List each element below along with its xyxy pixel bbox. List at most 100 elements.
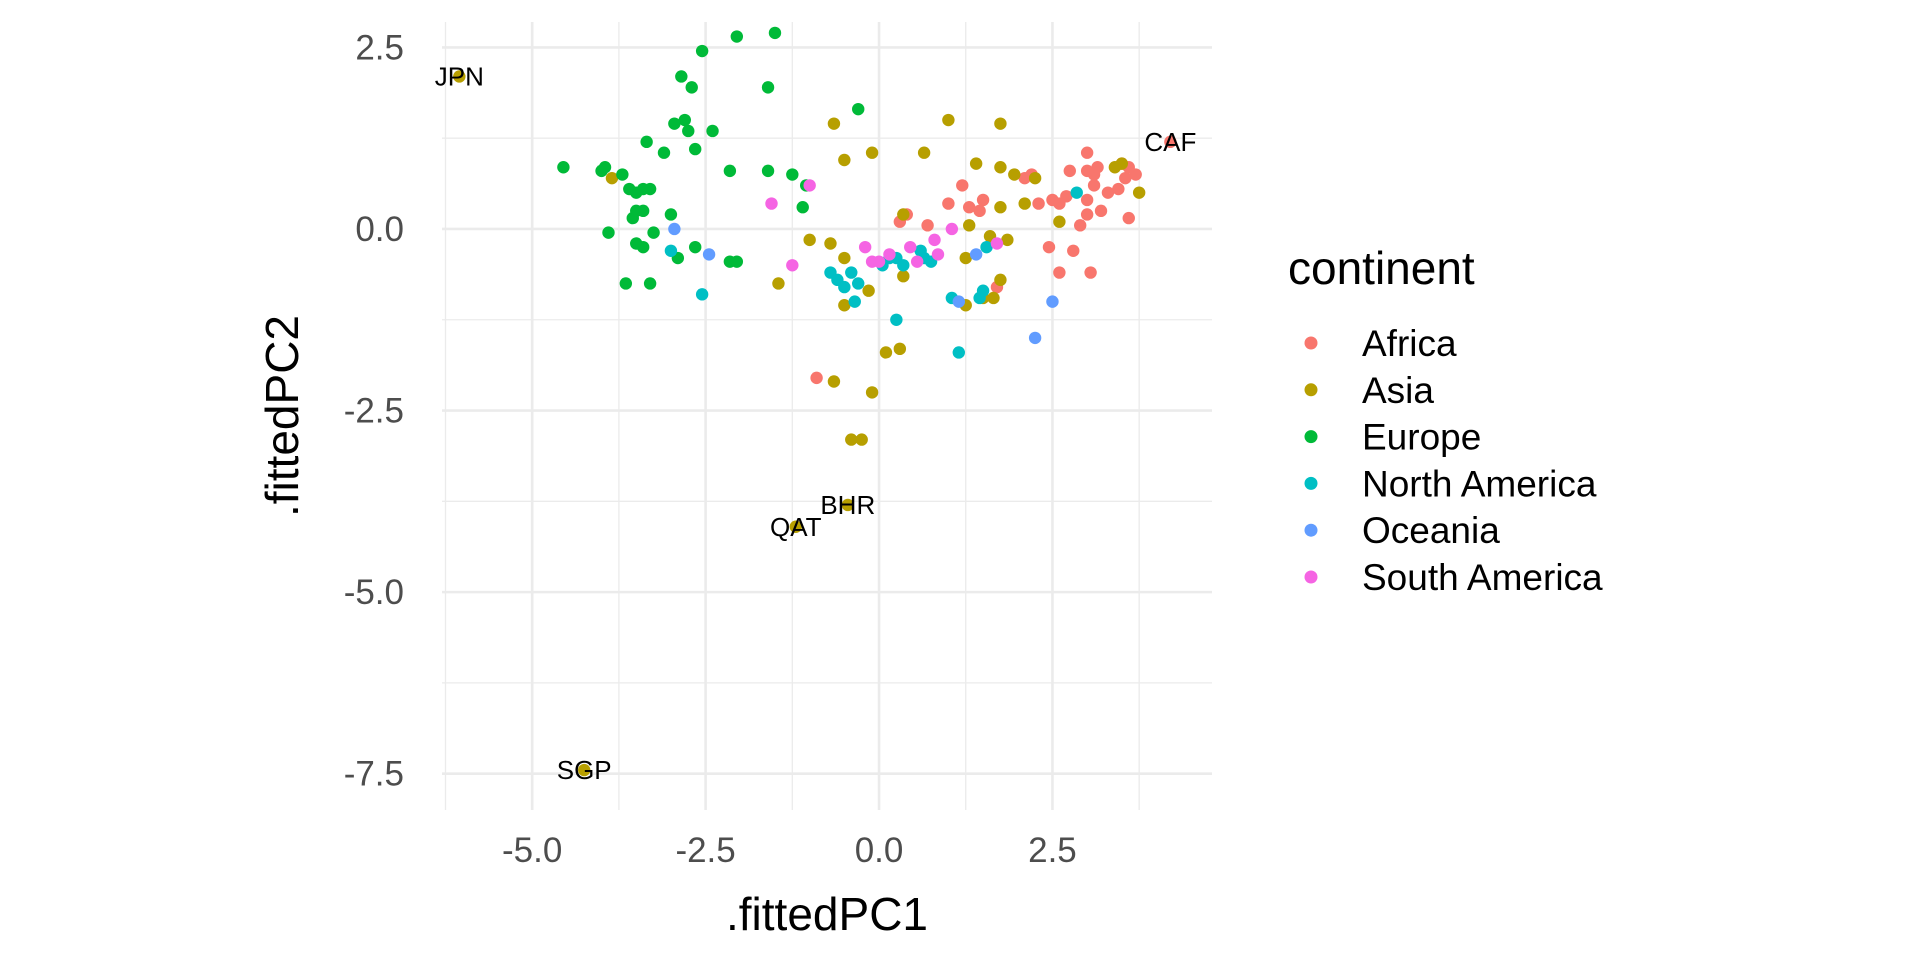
data-point <box>969 248 983 261</box>
data-point <box>838 251 851 265</box>
series-asia <box>453 70 1146 777</box>
data-point <box>730 30 744 43</box>
data-point <box>959 251 972 265</box>
data-point <box>862 284 875 297</box>
data-point <box>786 168 799 181</box>
data-point <box>928 233 941 247</box>
x-axis-tick-labels: -5.0 -2.5 0.0 2.5 <box>502 831 1077 870</box>
x-axis-title: .fittedPC1 <box>726 888 928 940</box>
data-point <box>557 161 570 174</box>
legend-item: Africa <box>1304 323 1457 364</box>
data-point <box>956 179 969 192</box>
y-tick-label: -7.5 <box>344 755 404 794</box>
data-point <box>1028 171 1042 185</box>
data-point <box>994 273 1007 287</box>
data-point <box>761 81 775 94</box>
data-point <box>865 386 879 399</box>
data-point <box>1070 186 1083 199</box>
data-point <box>921 219 934 232</box>
data-point <box>848 295 861 308</box>
x-tick-label: 2.5 <box>1028 831 1077 870</box>
data-point <box>872 255 886 268</box>
data-point <box>855 433 868 446</box>
data-point <box>657 146 671 159</box>
data-point <box>1091 161 1104 174</box>
data-point <box>630 186 643 199</box>
legend-item: South America <box>1304 557 1603 598</box>
data-point <box>897 269 910 283</box>
data-point <box>765 197 778 210</box>
data-point <box>675 70 688 83</box>
data-point <box>647 226 660 239</box>
point-label: CAF <box>1144 127 1196 157</box>
data-point <box>1132 186 1146 199</box>
data-point <box>942 197 955 210</box>
data-point <box>858 240 872 254</box>
data-point <box>852 102 865 116</box>
data-point <box>1112 182 1125 196</box>
data-point <box>1053 266 1066 279</box>
data-point <box>1115 157 1129 170</box>
legend-items: Africa Asia Europe North America Oceania Sout… <box>1304 323 1603 598</box>
data-point <box>827 117 841 130</box>
data-point <box>1028 331 1042 345</box>
data-point <box>1164 135 1177 149</box>
data-point <box>990 237 1004 250</box>
data-point <box>619 277 633 290</box>
legend-item: North America <box>1304 463 1597 504</box>
data-point <box>976 284 990 297</box>
legend-label: North America <box>1362 463 1597 504</box>
data-point <box>824 237 837 250</box>
data-point <box>852 277 865 290</box>
series-oceania <box>668 222 1059 345</box>
data-point <box>789 520 802 533</box>
legend-title: continent <box>1288 242 1475 294</box>
data-point <box>1053 215 1066 228</box>
data-point <box>706 124 719 138</box>
data-point <box>994 117 1007 130</box>
data-points <box>453 26 1177 777</box>
data-point <box>1119 171 1132 185</box>
data-point <box>897 259 910 272</box>
data-point <box>904 240 917 254</box>
data-point <box>838 280 851 294</box>
data-point <box>688 240 702 254</box>
data-point <box>945 222 959 236</box>
legend-key <box>1304 570 1318 584</box>
data-point <box>1042 240 1056 254</box>
data-point <box>772 277 785 290</box>
point-label: QAT <box>770 512 822 542</box>
data-point <box>1080 146 1094 159</box>
legend-key <box>1304 430 1318 444</box>
data-point <box>723 164 737 178</box>
data-point <box>786 259 799 272</box>
data-point <box>695 44 709 58</box>
data-point <box>1018 197 1031 210</box>
data-point <box>668 222 681 236</box>
legend-item: Asia <box>1304 370 1434 411</box>
data-point <box>845 266 858 279</box>
data-point <box>841 498 855 512</box>
legend: continent Africa Asia Europe North America O… <box>1288 242 1603 598</box>
data-point <box>838 299 851 312</box>
data-point <box>664 244 678 257</box>
legend-label: South America <box>1362 557 1603 598</box>
data-point <box>1001 233 1014 247</box>
data-point <box>976 193 990 207</box>
data-point <box>1101 186 1115 199</box>
data-point <box>1008 168 1021 181</box>
data-point <box>1032 197 1045 210</box>
data-point <box>761 164 775 178</box>
data-point <box>963 200 976 214</box>
data-point <box>1067 244 1080 257</box>
data-point <box>688 142 702 156</box>
x-tick-label: 0.0 <box>855 831 904 870</box>
data-point <box>973 204 986 218</box>
data-point <box>952 346 966 359</box>
y-tick-label: -2.5 <box>344 392 404 431</box>
data-point <box>664 208 678 221</box>
y-axis-tick-labels: 2.5 0.0 -2.5 -5.0 -7.5 <box>344 28 404 793</box>
data-point <box>879 346 893 359</box>
data-point <box>453 70 466 83</box>
